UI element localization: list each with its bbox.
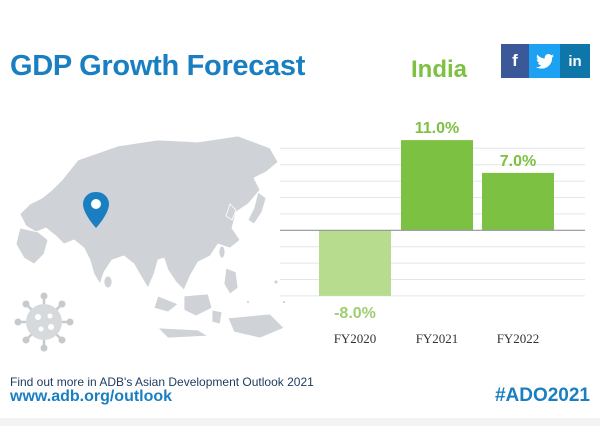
chart-value-labels: -8.0% 11.0% 7.0% [334, 120, 536, 322]
country-label: India [411, 56, 468, 83]
gdp-bar-chart: -8.0% 11.0% 7.0% FY2020 FY2021 FY2022 [280, 120, 585, 346]
chart-title: GDP Growth Forecast [10, 50, 306, 82]
twitter-icon[interactable] [529, 44, 560, 78]
facebook-icon[interactable]: f [501, 44, 529, 78]
category-label: FY2021 [416, 331, 459, 346]
asia-map [14, 135, 286, 352]
footer-text: Find out more in ADB's Asian Development… [10, 375, 314, 389]
footer-link[interactable]: www.adb.org/outlook [10, 388, 173, 405]
social-share-bar: f in [501, 44, 590, 78]
bar-fy2022 [482, 172, 554, 231]
map-landmass [15, 135, 286, 339]
chart-category-labels: FY2020 FY2021 FY2022 [334, 331, 540, 346]
chart-bars [319, 140, 554, 296]
category-label: FY2020 [334, 331, 377, 346]
value-label: 11.0% [415, 120, 459, 137]
value-label: 7.0% [500, 153, 536, 170]
bar-fy2021 [401, 140, 473, 231]
twitter-bird-glyph [535, 53, 554, 69]
category-label: FY2022 [497, 331, 540, 346]
location-pin-icon [83, 192, 109, 228]
hashtag: #ADO2021 [494, 385, 590, 406]
linkedin-icon[interactable]: in [560, 44, 590, 78]
bar-fy2020 [319, 230, 391, 296]
value-label: -8.0% [334, 305, 376, 322]
bottom-rule [0, 418, 600, 426]
virus-icon [14, 292, 74, 352]
